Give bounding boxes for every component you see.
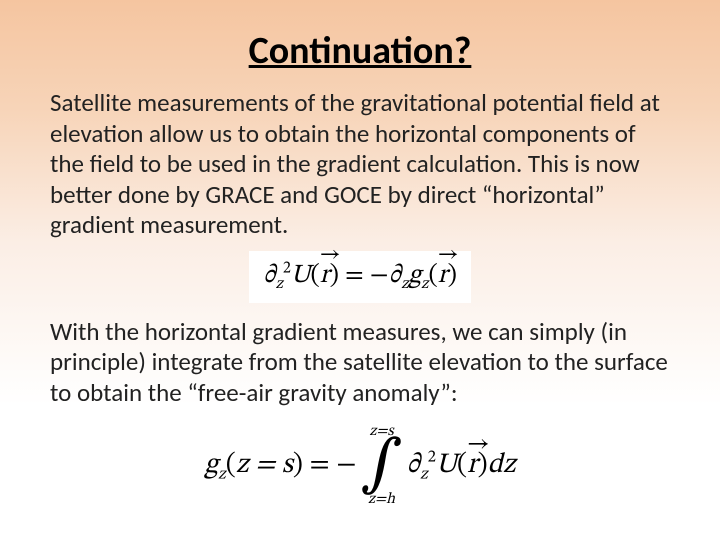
eq1-partial: ∂ (263, 263, 275, 289)
eq1-vec-r-b: →r (438, 260, 448, 293)
eq2-gz-sub: z (218, 466, 226, 483)
equation-2: gz(z = s) = − z=s ∫ z=h ∂z2U(→r)dz (204, 424, 515, 507)
eq2-sup-2: 2 (428, 449, 436, 466)
eq2-g: g (204, 451, 218, 479)
eq1-equals: = (339, 263, 370, 289)
equation-1: ∂z2U(→r) = −∂zgz(→r) (263, 263, 457, 289)
eq2-integral: z=s ∫ z=h (360, 424, 402, 507)
eq2-minus: − (336, 451, 356, 479)
eq1-vec-arrow: → (320, 244, 330, 266)
eq1-sup-2: 2 (283, 260, 291, 276)
eq2-vec-arrow: → (467, 433, 478, 457)
slide: Continuation? Satellite measurements of … (0, 0, 720, 540)
equation-2-box: gz(z = s) = − z=s ∫ z=h ∂z2U(→r)dz (190, 418, 529, 517)
eq2-rp: ) (293, 451, 303, 479)
equation-2-wrap: gz(z = s) = − z=s ∫ z=h ∂z2U(→r)dz (50, 418, 670, 517)
eq2-lp-b: ( (457, 451, 467, 479)
equation-1-box: ∂z2U(→r) = −∂zgz(→r) (249, 251, 471, 303)
eq2-lhs: gz(z = s) = − (204, 448, 356, 483)
eq1-g: g (408, 263, 421, 289)
eq2-vec-r: →r (467, 448, 478, 483)
eq1-lp-b: ( (428, 263, 437, 289)
eq2-integrand: ∂z2U(→r)dz (407, 448, 516, 483)
eq2-arg: z = s (236, 451, 293, 479)
slide-title: Continuation? (50, 28, 670, 74)
eq2-partial: ∂ (407, 451, 420, 479)
equation-1-wrap: ∂z2U(→r) = −∂zgz(→r) (50, 251, 670, 303)
paragraph-2: With the horizontal gradient measures, w… (50, 317, 670, 409)
eq2-int-symbol: ∫ (360, 439, 402, 491)
eq1-minus: − (370, 263, 389, 289)
eq1-vec-arrow-b: → (438, 244, 448, 266)
eq1-sub-z: z (276, 276, 283, 292)
eq1-vec-r: →r (320, 260, 330, 293)
eq1-U: U (291, 263, 311, 289)
eq1-partial-b: ∂ (389, 263, 401, 289)
eq1-rp: ) (330, 263, 339, 289)
eq2-lp: ( (226, 451, 236, 479)
eq2-U: U (436, 451, 457, 479)
eq2-dz: dz (488, 451, 516, 479)
eq2-equals: = (303, 451, 336, 479)
paragraph-1: Satellite measurements of the gravitatio… (50, 88, 670, 241)
eq1-rp-b: ) (448, 263, 457, 289)
eq1-lp: ( (310, 263, 319, 289)
eq2-int-lower: z=h (368, 492, 395, 507)
eq2-sub-z: z (420, 466, 428, 483)
